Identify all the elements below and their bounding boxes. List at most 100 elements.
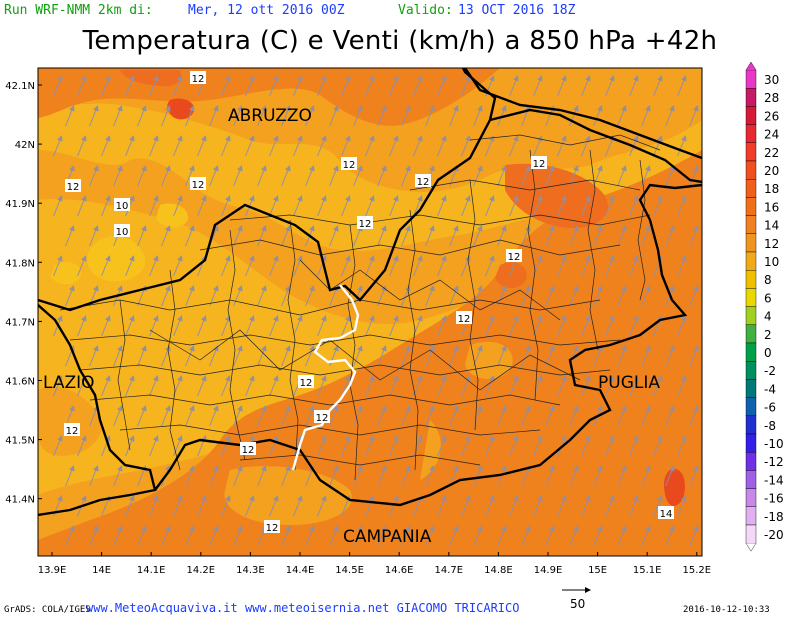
colorbar-bottom-arrow [745, 543, 757, 552]
wind-arrow [461, 195, 471, 217]
wind-arrow [497, 525, 507, 547]
colorbar-swatch [745, 506, 757, 526]
wind-arrow [161, 405, 171, 427]
wind-arrow [377, 165, 387, 187]
wind-arrow [629, 255, 639, 277]
wind-arrow [473, 225, 483, 247]
colorbar-label: -18 [764, 510, 784, 524]
wind-arrow [245, 75, 255, 97]
wind-arrow [101, 135, 111, 157]
wind-arrow [581, 255, 591, 277]
wind-arrow [233, 465, 243, 487]
wind-arrow [329, 105, 339, 127]
colorbar-swatch [745, 251, 757, 271]
wind-arrow [413, 135, 423, 157]
colorbar-label: -6 [764, 401, 776, 415]
wind-arrow [557, 135, 567, 157]
wind-arrow [77, 255, 87, 277]
municipal-boundaries [59, 134, 661, 481]
wind-arrow [101, 75, 111, 97]
wind-arrow [677, 495, 687, 517]
wind-arrow [329, 525, 339, 547]
wind-arrow [185, 105, 195, 127]
wind-arrow [281, 285, 291, 307]
wind-arrow [125, 75, 135, 97]
wind-arrow [317, 255, 327, 277]
wind-arrow [353, 285, 363, 307]
wind-arrow [533, 435, 543, 457]
wind-arrow [77, 315, 87, 337]
wind-arrow [701, 153, 702, 157]
wind-arrow [77, 75, 87, 97]
wind-arrow [509, 375, 519, 397]
colorbar-label: 16 [764, 200, 779, 214]
colorbar-label: 8 [764, 273, 772, 287]
x-tick-label: 14.1E [137, 565, 166, 576]
colorbar-label: -16 [764, 492, 784, 506]
wind-arrow [617, 525, 627, 547]
region-puglia: PUGLIA [598, 373, 660, 393]
wind-arrow [701, 453, 702, 457]
wind-arrow [617, 225, 627, 247]
wind-arrow [497, 165, 507, 187]
colorbar-swatch [745, 197, 757, 216]
map-title: Temperatura (C) e Venti (km/h) a 850 hPa… [82, 26, 718, 56]
colorbar: 302826242220181614121086420-2-4-6-8-10-1… [745, 61, 784, 552]
x-tick-label: 14.6E [385, 565, 414, 576]
colorbar-label: -10 [764, 437, 784, 451]
colorbar-top-arrow [745, 61, 757, 71]
wind-arrow [509, 435, 519, 457]
x-tick-label: 14.2E [187, 565, 216, 576]
wind-arrow [485, 375, 495, 397]
wind-arrow [449, 105, 459, 127]
y-tick-label: 42.1N [5, 81, 35, 92]
wind-arrow [233, 105, 243, 127]
colorbar-swatch [745, 106, 757, 125]
wind-arrow [569, 105, 579, 127]
wind-arrow [65, 225, 75, 247]
wind-arrow [581, 315, 591, 337]
x-tick-label: 14.9E [534, 565, 563, 576]
contour-label: 12 [508, 252, 521, 263]
wind-arrow [497, 405, 507, 427]
wind-arrow [413, 195, 423, 217]
wind-arrow [665, 405, 675, 427]
wind-arrow [545, 465, 555, 487]
wind-arrow [341, 195, 351, 217]
colorbar-label: -12 [764, 455, 784, 469]
wind-arrow [413, 435, 423, 457]
wind-arrow [317, 495, 327, 517]
wind-arrow [617, 285, 627, 307]
wind-arrow [341, 75, 351, 97]
wind-arrow [545, 165, 555, 187]
wind-arrow [413, 75, 423, 97]
wind-arrow [305, 525, 315, 547]
wind-arrow [173, 495, 183, 517]
wind-arrow [593, 525, 603, 547]
x-axis: 13.9E 14E 14.1E 14.2E 14.3E 14.4E 14.5E 14.6E 14… [38, 552, 711, 576]
colorbar-label: 4 [764, 310, 772, 324]
wind-arrow [714, 226, 722, 246]
wind-arrow [185, 165, 195, 187]
contour-label: 14 [660, 509, 673, 520]
wind-arrow [329, 165, 339, 187]
wind-arrow [221, 75, 231, 97]
province-border [291, 284, 360, 471]
wind-arrow [89, 465, 99, 487]
contour-label: 12 [458, 314, 471, 325]
wind-arrow [65, 105, 75, 127]
wind-arrow [317, 375, 327, 397]
wind-arrow [161, 165, 171, 187]
wind-arrow [173, 255, 183, 277]
wind-arrow [449, 165, 459, 187]
wind-arrow [557, 495, 567, 517]
colorbar-label: 2 [764, 328, 772, 342]
colorbar-swatch [745, 342, 757, 362]
wind-arrow [305, 105, 315, 127]
band-14 [38, 68, 702, 556]
wind-arrow [521, 285, 531, 307]
wind-arrow [617, 405, 627, 427]
wind-arrow [714, 406, 722, 426]
x-tick-label: 14.7E [435, 565, 464, 576]
colorbar-label: 22 [764, 146, 779, 160]
